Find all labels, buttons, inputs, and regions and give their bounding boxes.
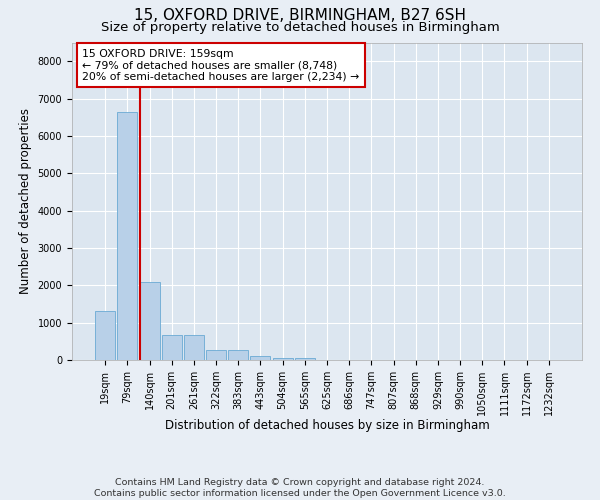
- Text: Size of property relative to detached houses in Birmingham: Size of property relative to detached ho…: [101, 21, 499, 34]
- Bar: [272, 358, 293, 360]
- Bar: [162, 336, 182, 360]
- Bar: [184, 336, 204, 360]
- Text: 15 OXFORD DRIVE: 159sqm
← 79% of detached houses are smaller (8,748)
20% of semi: 15 OXFORD DRIVE: 159sqm ← 79% of detache…: [82, 49, 359, 82]
- Bar: [95, 310, 115, 360]
- Text: 15, OXFORD DRIVE, BIRMINGHAM, B27 6SH: 15, OXFORD DRIVE, BIRMINGHAM, B27 6SH: [134, 8, 466, 22]
- Bar: [206, 350, 226, 360]
- Bar: [295, 358, 315, 360]
- Y-axis label: Number of detached properties: Number of detached properties: [19, 108, 32, 294]
- X-axis label: Distribution of detached houses by size in Birmingham: Distribution of detached houses by size …: [164, 420, 490, 432]
- Bar: [118, 112, 137, 360]
- Bar: [140, 282, 160, 360]
- Text: Contains HM Land Registry data © Crown copyright and database right 2024.
Contai: Contains HM Land Registry data © Crown c…: [94, 478, 506, 498]
- Bar: [228, 350, 248, 360]
- Bar: [250, 356, 271, 360]
